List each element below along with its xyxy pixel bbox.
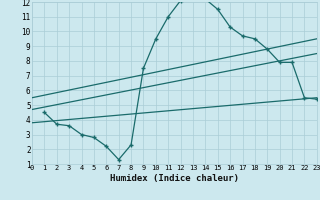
X-axis label: Humidex (Indice chaleur): Humidex (Indice chaleur) [110, 174, 239, 183]
